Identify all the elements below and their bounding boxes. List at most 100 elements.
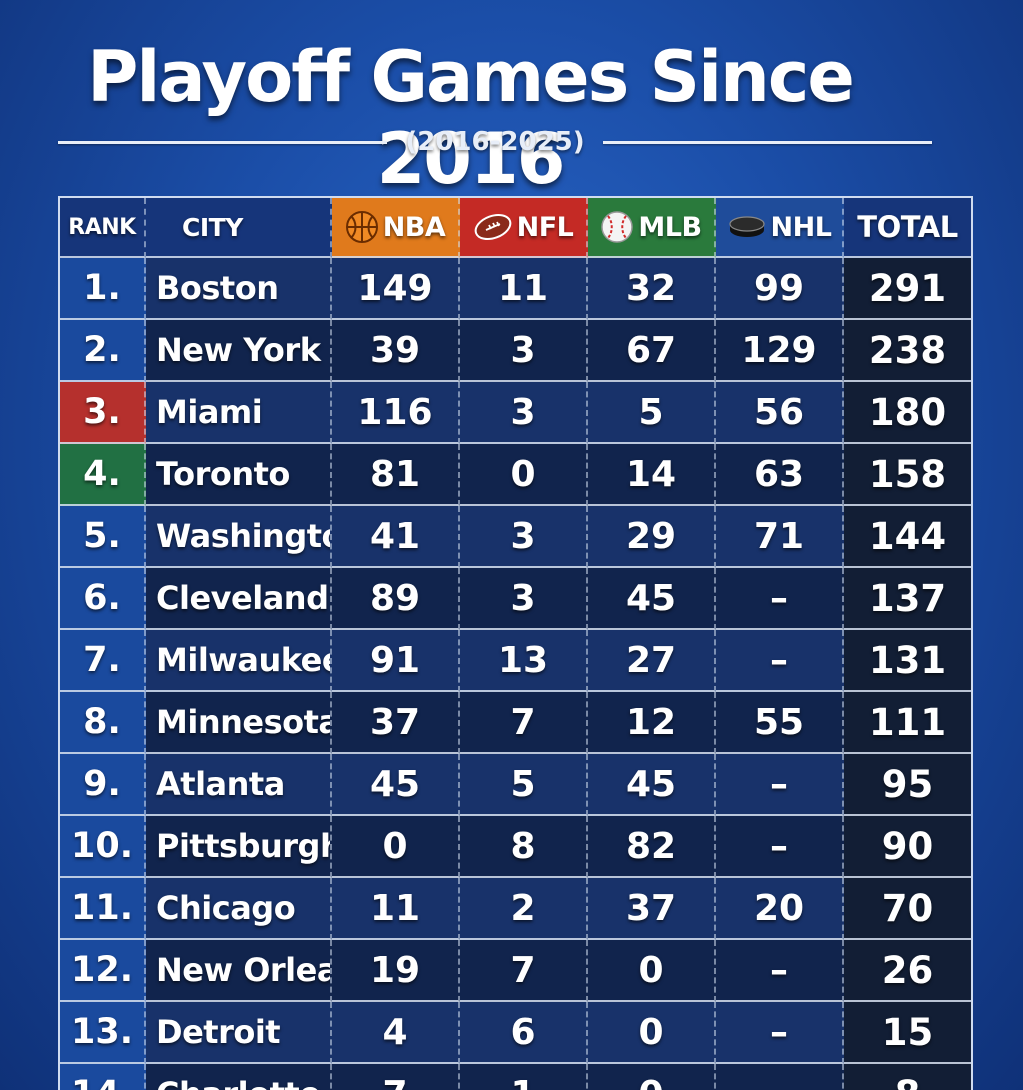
cell-nba: 116 (332, 382, 460, 444)
table-header: RANK CITY NBA NFL (60, 198, 971, 258)
subtitle: (2016-2025) (405, 127, 585, 157)
cell-rank: 4. (60, 444, 146, 506)
cell-nhl: 99 (716, 258, 844, 320)
left-divider (58, 140, 388, 144)
cell-nba: 81 (332, 444, 460, 506)
cell-city: Milwaukee (146, 630, 332, 692)
cell-total: 111 (844, 692, 971, 754)
cell-rank: 11. (60, 878, 146, 940)
cell-city: Miami (146, 382, 332, 444)
cell-total: 26 (844, 940, 971, 1002)
header-city: CITY (146, 198, 332, 258)
cell-nhl: 71 (716, 506, 844, 568)
header-mlb: MLB (588, 198, 716, 258)
table-row: 7. Milwaukee 91 13 27–131 (60, 630, 971, 692)
cell-nfl: 0 (460, 444, 588, 506)
cell-city: Detroit (146, 1002, 332, 1064)
cell-nfl: 1 (460, 1064, 588, 1090)
cell-rank: 6. (60, 568, 146, 630)
cell-rank: 7. (60, 630, 146, 692)
cell-mlb: 14 (588, 444, 716, 506)
cell-nfl: 3 (460, 320, 588, 382)
cell-city: Chicago (146, 878, 332, 940)
header-nfl: NFL (460, 198, 588, 258)
cell-nba: 89 (332, 568, 460, 630)
table-row: 1. Boston 149 11 32 99 291 (60, 258, 971, 320)
cell-city: Boston (146, 258, 332, 320)
header-nhl: NHL (716, 198, 844, 258)
table-body: 1. Boston 149 11 32 99 291 2. New York 39 3 67 129 23… (60, 258, 971, 1090)
cell-rank: 9. (60, 754, 146, 816)
cell-rank: 3. (60, 382, 146, 444)
cell-nfl: 3 (460, 382, 588, 444)
cell-mlb: 0 (588, 940, 716, 1002)
cell-nhl: 63 (716, 444, 844, 506)
cell-nba: 4 (332, 1002, 460, 1064)
cell-rank: 13. (60, 1002, 146, 1064)
cell-total: 70 (844, 878, 971, 940)
cell-nfl: 7 (460, 692, 588, 754)
cell-total: 137 (844, 568, 971, 630)
cell-nfl: 5 (460, 754, 588, 816)
header-rank: RANK (60, 198, 146, 258)
cell-nfl: 2 (460, 878, 588, 940)
cell-rank: 8. (60, 692, 146, 754)
header-nfl-label: NFL (516, 211, 574, 243)
cell-nhl: – (716, 630, 844, 692)
table-row: 9. Atlanta 45 5 45–95 (60, 754, 971, 816)
table-row: 10. Pittsburgh 0 8 82–90 (60, 816, 971, 878)
cell-nba: 91 (332, 630, 460, 692)
cell-nfl: 8 (460, 816, 588, 878)
table-row: 2. New York 39 3 67 129 238 (60, 320, 971, 382)
table-row: 11. Chicago 11 2 37 20 70 (60, 878, 971, 940)
cell-mlb: 37 (588, 878, 716, 940)
cell-nfl: 11 (460, 258, 588, 320)
cell-nba: 37 (332, 692, 460, 754)
cell-nhl: – (716, 568, 844, 630)
cell-nhl: 56 (716, 382, 844, 444)
cell-total: 90 (844, 816, 971, 878)
cell-rank: 10. (60, 816, 146, 878)
cell-nfl: 7 (460, 940, 588, 1002)
header-nba: NBA (332, 198, 460, 258)
cell-total: 238 (844, 320, 971, 382)
cell-city: Toronto (146, 444, 332, 506)
subtitle-row: (2016-2025) (58, 124, 933, 160)
cell-nba: 7 (332, 1064, 460, 1090)
cell-rank: 1. (60, 258, 146, 320)
cell-mlb: 29 (588, 506, 716, 568)
table-row: 3. Miami 116 3 5 56 180 (60, 382, 971, 444)
cell-total: 8 (844, 1064, 971, 1090)
cell-total: 158 (844, 444, 971, 506)
cell-total: 291 (844, 258, 971, 320)
table-row: 14.Charlotte710–8 (60, 1064, 971, 1090)
cell-mlb: 32 (588, 258, 716, 320)
cell-rank: 2. (60, 320, 146, 382)
cell-total: 95 (844, 754, 971, 816)
cell-total: 131 (844, 630, 971, 692)
cell-total: 15 (844, 1002, 971, 1064)
cell-nba: 45 (332, 754, 460, 816)
cell-nhl: – (716, 1064, 844, 1090)
table-row: 13. Detroit 4 6 0–15 (60, 1002, 971, 1064)
cell-city: Pittsburgh (146, 816, 332, 878)
header-nba-label: NBA (382, 211, 446, 243)
cell-nhl: – (716, 1002, 844, 1064)
cell-mlb: 12 (588, 692, 716, 754)
football-icon (473, 213, 513, 241)
cell-nhl: – (716, 816, 844, 878)
cell-city: Washington (146, 506, 332, 568)
cell-nba: 149 (332, 258, 460, 320)
cell-city: Charlotte (146, 1064, 332, 1090)
cell-mlb: 27 (588, 630, 716, 692)
cell-rank: 5. (60, 506, 146, 568)
cell-nba: 19 (332, 940, 460, 1002)
playoff-table: RANK CITY NBA NFL (58, 196, 973, 1090)
table-row: 5.Washington4132971144 (60, 506, 971, 568)
table-row: 6. Cleveland 89 3 45–137 (60, 568, 971, 630)
cell-nfl: 6 (460, 1002, 588, 1064)
cell-nba: 11 (332, 878, 460, 940)
hockey-puck-icon (727, 214, 767, 240)
cell-nba: 41 (332, 506, 460, 568)
cell-city: Atlanta (146, 754, 332, 816)
